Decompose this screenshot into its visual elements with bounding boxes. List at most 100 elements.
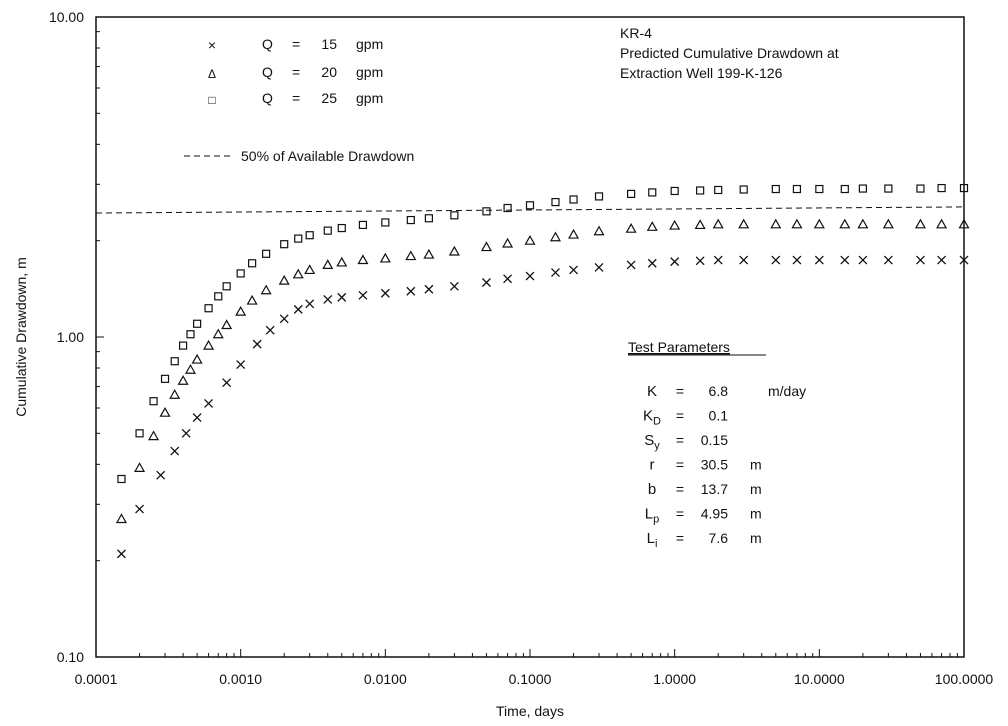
data-point-square — [482, 207, 491, 216]
data-point-triangle — [646, 221, 658, 231]
data-point-square — [670, 186, 679, 196]
data-point-square — [149, 397, 158, 406]
reference-line-label: 50% of Available Drawdown — [241, 148, 414, 164]
data-point-square — [525, 201, 535, 210]
data-point-x — [305, 299, 315, 309]
data-point-triangle — [235, 305, 247, 316]
data-point-x — [156, 470, 166, 480]
data-point-triangle — [203, 339, 215, 350]
parameter-row: Lp = 4.95 m — [645, 506, 762, 526]
legend-marker-triangle: Δ — [208, 67, 216, 81]
legend-entry-reference-line: 50% of Available Drawdown — [184, 148, 414, 164]
parameter-equals: = — [676, 432, 684, 448]
legend-q-label: Q — [262, 64, 273, 80]
y-axis-label: Cumulative Drawdown, m — [13, 257, 29, 417]
data-point-square — [178, 341, 188, 350]
legend-marker-x: × — [208, 37, 216, 53]
series-square — [117, 183, 969, 484]
data-point-x — [814, 255, 824, 265]
data-point-square — [696, 186, 705, 195]
plot-frame — [95, 16, 965, 658]
data-point-x — [265, 325, 275, 335]
data-point-x — [551, 268, 560, 278]
data-point-x — [337, 292, 347, 302]
legend: × Q = 15 gpm Δ Q = 20 gpm □ Q = 25 gpm 5… — [184, 36, 414, 164]
parameter-subscript: p — [653, 514, 659, 526]
data-point-x — [424, 284, 434, 294]
test-parameters-box: Test Parameters K = 6.8 m/day KD = 0.1 Sy = 0.15 r… — [628, 339, 806, 550]
data-point-square — [160, 374, 170, 383]
title-line-3: Extraction Well 199-K-126 — [620, 65, 783, 81]
data-point-square — [236, 269, 245, 278]
data-point-triangle — [882, 218, 894, 229]
y-tick-labels: 0.10 1.00 10.00 — [49, 9, 84, 665]
data-point-square — [884, 184, 893, 193]
data-point-x — [135, 504, 145, 514]
parameter-symbol: Li — [647, 530, 658, 550]
data-point-square — [248, 259, 257, 268]
parameter-symbol: KD — [643, 408, 661, 428]
data-point-x — [713, 255, 723, 265]
y-tick-label: 10.00 — [49, 9, 84, 25]
data-point-triangle — [148, 430, 160, 441]
parameter-symbol: b — [648, 481, 656, 498]
parameter-symbol: Lp — [645, 506, 659, 526]
data-point-triangle — [379, 252, 391, 263]
data-point-triangle — [568, 228, 580, 239]
parameter-subscript: D — [653, 416, 661, 428]
data-point-triangle — [480, 241, 492, 252]
data-point-square — [815, 184, 824, 194]
parameter-equals: = — [676, 408, 684, 424]
data-point-x — [252, 339, 262, 349]
data-point-square — [714, 185, 723, 195]
data-point-triangle — [292, 268, 304, 279]
legend-unit: gpm — [356, 64, 383, 80]
data-point-x — [293, 304, 303, 314]
data-point-triangle — [936, 218, 948, 229]
parameter-subscript: i — [655, 538, 657, 550]
x-tick-label: 0.0001 — [75, 671, 118, 687]
data-point-square — [337, 223, 346, 233]
data-point-square — [450, 211, 459, 220]
data-point-x — [406, 286, 416, 296]
data-point-triangle — [839, 218, 851, 229]
data-point-x — [204, 398, 214, 408]
legend-entry-25gpm: □ Q = 25 gpm — [208, 90, 383, 107]
data-point-square — [406, 215, 415, 225]
parameter-row: Li = 7.6 m — [647, 530, 762, 550]
data-point-triangle — [246, 294, 258, 305]
parameter-row: K = 6.8 m/day — [647, 383, 806, 400]
parameter-equals: = — [676, 506, 684, 522]
legend-value: 15 — [321, 36, 337, 52]
data-point-triangle — [914, 218, 926, 229]
data-point-square — [771, 184, 780, 194]
data-point-square — [294, 234, 303, 243]
x-tick-label: 10.0000 — [794, 671, 845, 687]
parameter-equals: = — [676, 530, 684, 546]
legend-unit: gpm — [356, 90, 383, 106]
data-point-square — [569, 195, 578, 204]
parameter-unit: m — [750, 481, 762, 497]
parameter-value: 0.1 — [709, 408, 729, 424]
data-point-triangle — [524, 234, 536, 245]
data-point-square — [937, 183, 946, 193]
data-point-x — [792, 255, 802, 265]
data-point-x — [525, 271, 535, 281]
x-tick-label: 0.1000 — [509, 671, 552, 687]
data-marks — [115, 183, 970, 559]
data-point-triangle — [336, 256, 348, 267]
data-point-x — [594, 262, 604, 272]
data-point-triangle — [423, 248, 435, 259]
parameter-value: 30.5 — [701, 457, 728, 473]
parameter-unit: m — [750, 506, 762, 522]
series-triangle — [115, 218, 970, 524]
x-tick-labels: 0.0001 0.0010 0.0100 0.1000 1.0000 10.0000 100… — [75, 671, 994, 687]
data-point-x — [380, 288, 390, 298]
data-point-triangle — [212, 328, 224, 339]
data-point-square — [280, 240, 289, 249]
data-point-square — [262, 249, 271, 258]
test-parameters-heading: Test Parameters — [628, 339, 730, 355]
data-point-x — [358, 290, 368, 300]
parameter-symbol: Sy — [644, 432, 660, 452]
